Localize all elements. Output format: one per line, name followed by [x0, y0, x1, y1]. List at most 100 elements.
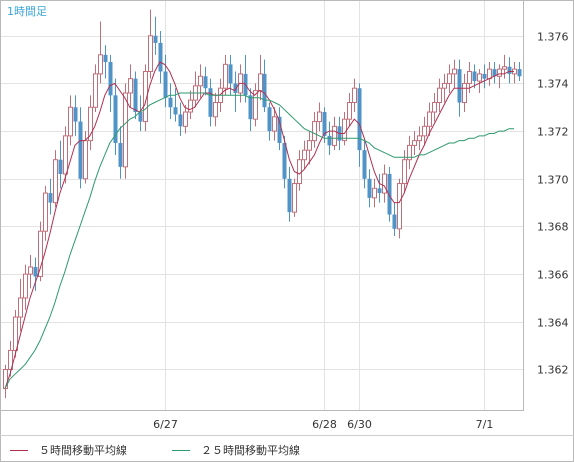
candle-down — [203, 66, 208, 96]
candle-down — [138, 95, 143, 132]
x-tick-label: 7/1 — [476, 418, 494, 431]
candle-up — [497, 64, 502, 89]
candle-body — [297, 159, 302, 185]
candle-body — [267, 107, 272, 132]
candle-body — [148, 35, 153, 73]
candle-body — [43, 192, 48, 232]
candle-body — [322, 112, 327, 136]
candle-body — [13, 316, 18, 351]
candle-up — [43, 185, 48, 241]
candle-body — [302, 149, 307, 161]
candle-up — [347, 92, 352, 127]
candle-up — [23, 264, 28, 310]
candle-body — [372, 187, 377, 199]
candle-body — [233, 83, 238, 93]
candle-body — [53, 159, 58, 204]
candle-up — [442, 73, 447, 103]
moving-average-lines — [4, 61, 514, 389]
candle-up — [302, 140, 307, 170]
candle-body — [128, 78, 133, 94]
y-tick-label: 1.372 — [537, 126, 569, 139]
candle-body — [223, 63, 228, 89]
candle-down — [507, 57, 512, 84]
candle-body — [123, 92, 128, 168]
candle-down — [387, 166, 392, 222]
candle-up — [432, 92, 437, 122]
candle-body — [447, 73, 452, 84]
candle-up — [397, 178, 402, 239]
candle-up — [407, 135, 412, 170]
candles — [3, 9, 522, 399]
candle-body — [28, 266, 33, 275]
candle-up — [38, 221, 43, 282]
candle-up — [63, 126, 68, 184]
candle-up — [53, 150, 58, 208]
candle-body — [78, 121, 83, 179]
ma5-line — [4, 61, 514, 389]
candle-body — [228, 64, 233, 84]
candle-body — [188, 99, 193, 113]
candle-up — [18, 278, 23, 332]
candle-body — [258, 73, 263, 92]
candle-body — [502, 66, 507, 70]
candle-body — [487, 68, 492, 80]
candle-body — [68, 106, 73, 137]
candle-body — [312, 121, 317, 142]
candle-body — [203, 76, 208, 89]
candle-body — [412, 140, 417, 146]
candle-down — [208, 78, 213, 127]
x-tick-label: 6/27 — [153, 418, 178, 431]
candle-up — [183, 104, 188, 134]
candle-body — [382, 173, 387, 194]
candle-up — [477, 69, 482, 93]
candle-body — [143, 71, 148, 123]
candle-body — [103, 54, 108, 62]
legend-label-ma5: ５時間移動平均線 — [39, 443, 127, 457]
candle-body — [317, 111, 322, 123]
candle-up — [502, 54, 507, 79]
candle-body — [387, 174, 392, 215]
candle-down — [322, 107, 327, 144]
candle-down — [367, 169, 372, 208]
x-tick-label: 6/28 — [312, 418, 337, 431]
candle-down — [173, 88, 178, 122]
y-tick-label: 1.366 — [537, 269, 569, 282]
candle-body — [93, 73, 98, 108]
candle-body — [282, 143, 287, 179]
candle-body — [342, 118, 347, 142]
candle-body — [407, 144, 412, 161]
candle-up — [188, 90, 193, 120]
legend-label-ma25: ２５時間移動平均線 — [201, 443, 300, 457]
candle-down — [482, 64, 487, 89]
candle-down — [267, 102, 272, 141]
candle-body — [467, 71, 472, 84]
candle-body — [367, 178, 372, 198]
legend: ５時間移動平均線 ２５時間移動平均線 — [10, 443, 300, 457]
candle-body — [397, 183, 402, 230]
candle-up — [213, 92, 218, 127]
candle-body — [287, 178, 292, 213]
candle-body — [432, 102, 437, 113]
candle-down — [118, 126, 123, 179]
y-tick-label: 1.368 — [537, 221, 569, 234]
candle-body — [472, 71, 477, 82]
candle-body — [208, 88, 213, 117]
candle-body — [138, 112, 143, 122]
candle-down — [248, 88, 253, 132]
candle-down — [392, 202, 397, 236]
candle-body — [292, 183, 297, 213]
candle-up — [253, 83, 258, 127]
candle-up — [128, 64, 133, 108]
candle-body — [497, 68, 502, 77]
candle-up — [452, 59, 457, 89]
candle-body — [402, 159, 407, 185]
candle-body — [113, 95, 118, 144]
candle-up — [422, 116, 427, 146]
candle-body — [517, 69, 522, 77]
candle-body — [168, 97, 173, 108]
candle-down — [48, 178, 53, 215]
plot-border — [0, 0, 524, 411]
candle-body — [38, 230, 43, 278]
candle-up — [13, 309, 18, 358]
candle-up — [93, 64, 98, 113]
